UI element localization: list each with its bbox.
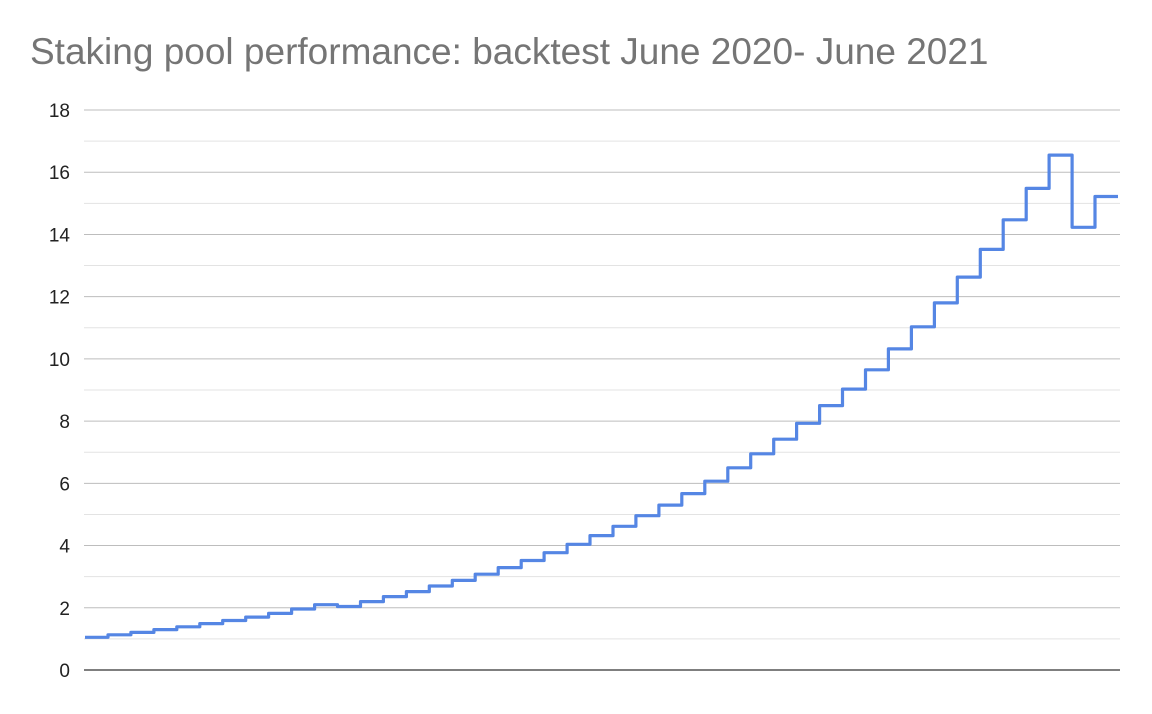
y-tick-label: 6 xyxy=(59,474,70,495)
gridlines xyxy=(84,109,1120,640)
series-group xyxy=(85,153,1118,639)
series-line xyxy=(85,153,1118,639)
y-tick-label: 18 xyxy=(49,101,70,122)
y-axis-tick-labels: 0 2 4 6 8 10 12 14 16 18 xyxy=(49,101,71,682)
y-tick-label: 2 xyxy=(59,599,70,620)
y-tick-label: 0 xyxy=(59,661,70,682)
y-tick-label: 14 xyxy=(49,225,71,246)
y-tick-label: 8 xyxy=(59,412,70,433)
y-tick-label: 16 xyxy=(49,163,70,184)
y-tick-label: 4 xyxy=(59,537,70,558)
y-tick-label: 10 xyxy=(49,350,70,371)
chart-title: Staking pool performance: backtest June … xyxy=(30,31,989,72)
y-tick-label: 12 xyxy=(49,288,70,309)
